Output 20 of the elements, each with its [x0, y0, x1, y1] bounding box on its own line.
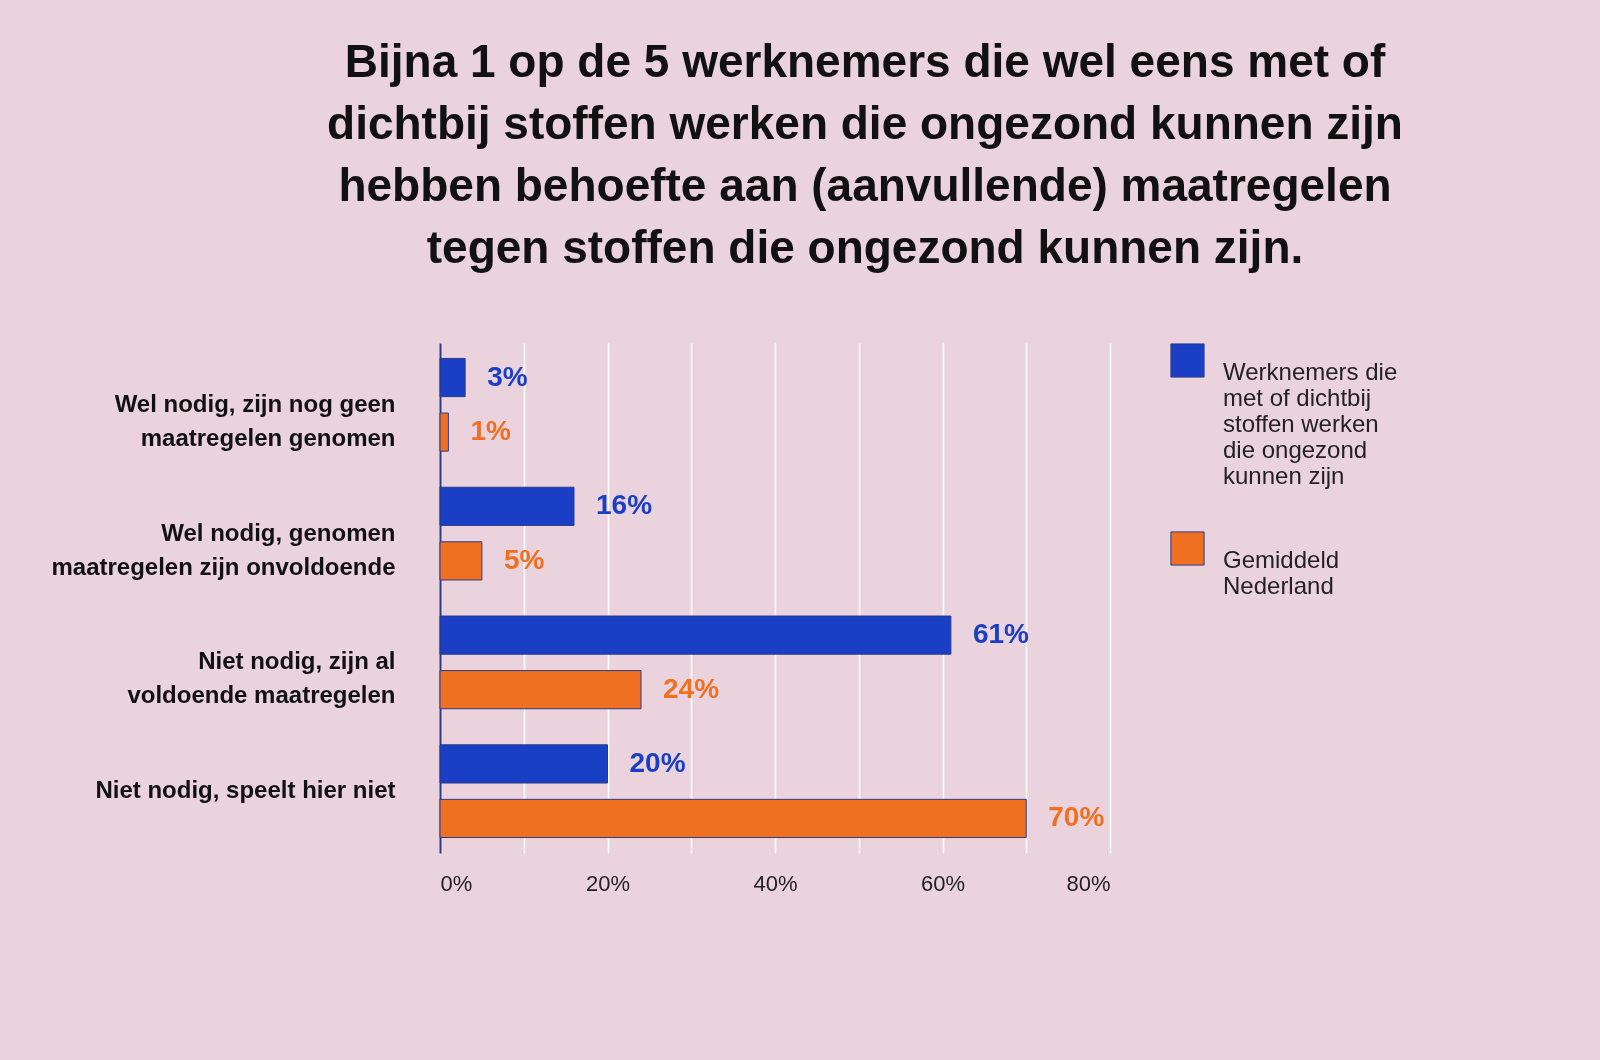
data-label: 24%	[663, 672, 720, 704]
legend-label: Gemiddeld Nederland	[1223, 545, 1340, 599]
legend-label: Werknemers die met of dichtbij stoffen werken die ongezond kunnen zijn	[1223, 357, 1398, 489]
x-tick-label: 40%	[753, 870, 798, 896]
data-label: 3%	[487, 360, 528, 392]
data-label: 70%	[1048, 801, 1105, 833]
data-label: 1%	[470, 415, 511, 447]
chart-title: Bijna 1 op de 5 werknemers die wel eens met of dichtbij stoffen werken die ongezond kunnen zijn hebben behoefte aan (aanvullende) maatregelen tegen stoffen die ongezond kunnen zijn.	[327, 35, 1403, 273]
data-label: 5%	[503, 543, 545, 575]
x-tick-label: 60%	[920, 870, 966, 896]
x-tick-label: 20%	[585, 870, 631, 896]
data-label: 20%	[629, 746, 686, 778]
x-tick-label: 80%	[1066, 870, 1111, 896]
data-label: 61%	[972, 618, 1030, 650]
y-tick-label: Niet nodig, zijn al voldoende maatregelen	[127, 647, 396, 709]
y-tick-label: Niet nodig, speelt hier niet	[95, 776, 396, 804]
x-tick-label: 0%	[440, 870, 473, 896]
data-label: 16%	[596, 489, 653, 521]
y-tick-label: Wel nodig, genomen maatregelen zijn onvoldoende	[51, 518, 396, 580]
y-tick-label: Wel nodig, zijn nog geen maatregelen genomen	[114, 389, 396, 451]
